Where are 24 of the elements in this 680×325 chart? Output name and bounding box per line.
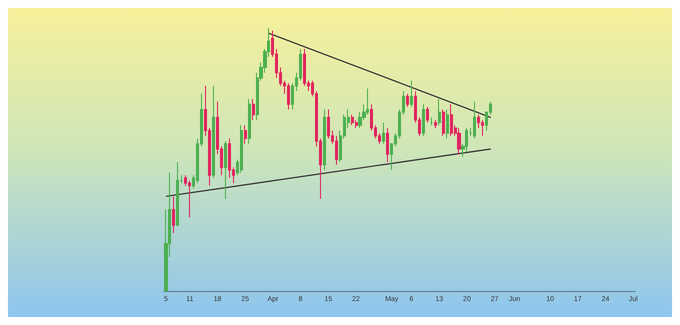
candlestick (386, 127, 389, 163)
candlestick (351, 114, 354, 126)
candlestick (434, 120, 437, 128)
candlestick (473, 101, 476, 139)
candlestick (248, 98, 251, 144)
candlestick (406, 93, 409, 108)
candlestick (442, 109, 445, 136)
candlestick (430, 116, 433, 126)
candlestick (252, 98, 255, 121)
candlestick (457, 127, 461, 155)
candlestick (176, 162, 179, 226)
candlestick (212, 85, 215, 178)
candlestick (438, 98, 441, 126)
candlestick (244, 124, 247, 144)
candlestick (224, 140, 227, 200)
candlestick (382, 122, 385, 144)
candlestick (446, 109, 449, 139)
candlestick (426, 106, 429, 124)
candlestick (450, 104, 453, 136)
candlestick (410, 80, 413, 108)
candlestick (172, 196, 175, 234)
candlestick (422, 104, 425, 136)
candlestick (287, 82, 290, 110)
candlestick (240, 124, 243, 174)
